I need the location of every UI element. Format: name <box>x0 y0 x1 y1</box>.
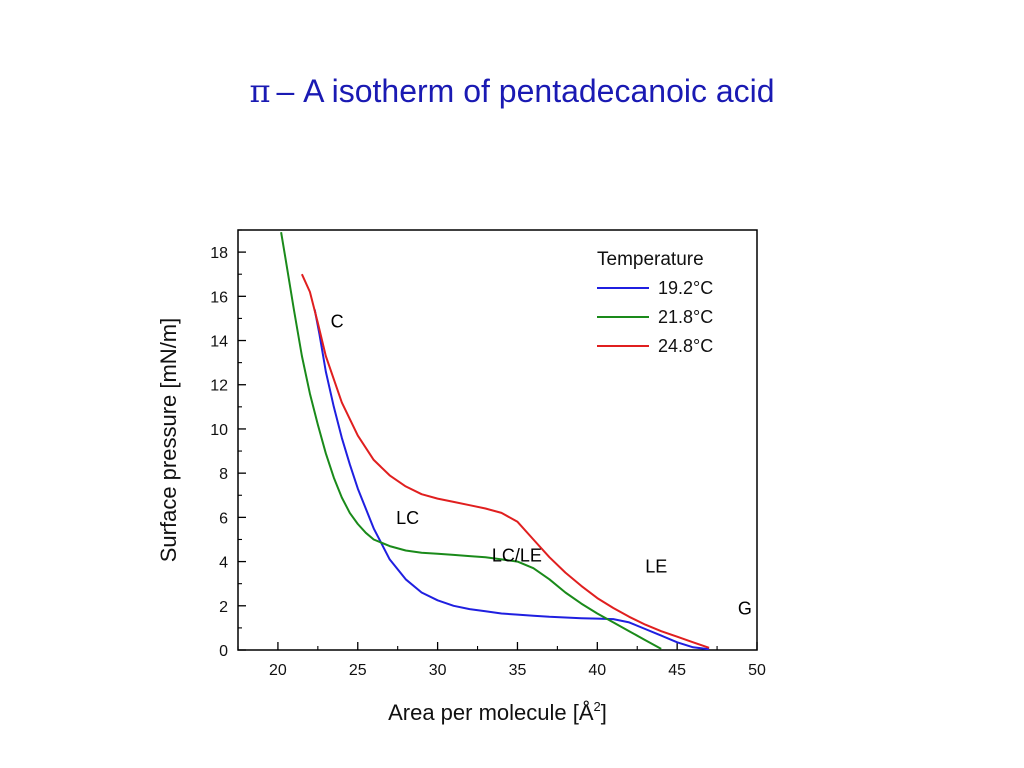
y-tick-label: 8 <box>219 466 228 483</box>
x-tick-label: 35 <box>509 662 527 679</box>
y-tick-label: 6 <box>219 510 228 527</box>
legend-label: 19.2°C <box>658 278 713 298</box>
y-tick-label: 10 <box>210 422 228 439</box>
series-line <box>280 232 662 650</box>
slide-title: π – A isotherm of pentadecanoic acid <box>0 72 1024 110</box>
curve-annotation: G <box>738 599 752 619</box>
series-layer <box>280 232 710 650</box>
y-tick-label: 4 <box>219 555 228 572</box>
title-pi-symbol: π <box>249 72 271 110</box>
y-tick-label: 12 <box>210 378 228 395</box>
y-tick-label: 14 <box>210 334 228 351</box>
legend-title: Temperature <box>597 249 704 270</box>
curve-annotation: LE <box>645 557 667 577</box>
x-tick-label: 45 <box>668 662 686 679</box>
x-tick-label: 20 <box>269 662 287 679</box>
y-tick-label: 0 <box>219 643 228 660</box>
curve-annotation: LC <box>396 508 419 528</box>
curve-annotation: C <box>331 311 344 331</box>
x-tick-label: 50 <box>748 662 766 679</box>
axis-ticks: 20 25 30 35 40 45 50 0 2 4 6 8 10 12 14 16 18 <box>210 229 766 679</box>
y-axis-label: Surface pressure [mN/m] <box>156 318 181 563</box>
y-tick-label: 16 <box>210 289 228 306</box>
legend-label: 24.8°C <box>658 336 713 356</box>
legend: Temperature 19.2°C 21.8°C 24.8°C <box>597 249 713 356</box>
series-line <box>313 309 710 650</box>
x-tick-label: 30 <box>429 662 447 679</box>
title-text: – A isotherm of pentadecanoic acid <box>276 73 775 109</box>
x-tick-label: 25 <box>349 662 367 679</box>
y-tick-label: 2 <box>219 599 228 616</box>
y-tick-label: 18 <box>210 245 228 262</box>
curve-annotation: LC/LE <box>492 546 542 566</box>
plot-frame <box>237 229 758 651</box>
x-axis-label: Area per molecule [Å2] <box>388 699 607 725</box>
series-line <box>300 273 710 649</box>
annotations: C LC LC/LE LE G <box>331 311 752 618</box>
x-tick-label: 40 <box>588 662 606 679</box>
legend-label: 21.8°C <box>658 307 713 327</box>
